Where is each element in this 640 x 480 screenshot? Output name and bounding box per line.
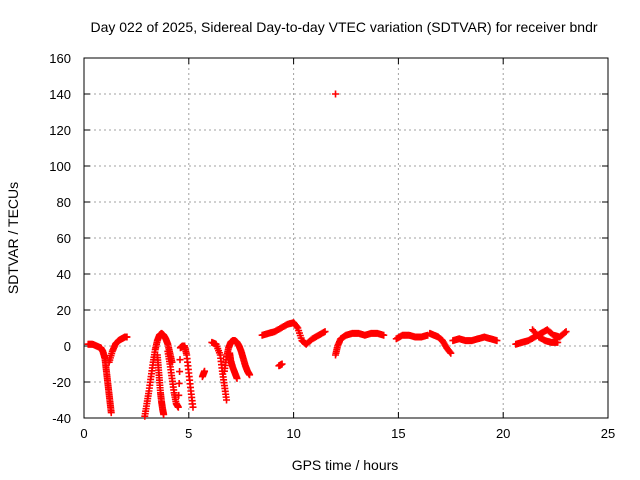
data-point — [123, 333, 131, 341]
data-point — [189, 403, 197, 411]
data-points — [84, 90, 570, 420]
data-point — [447, 349, 455, 357]
series-arc-4 — [153, 351, 168, 418]
series-arc-1 — [84, 340, 115, 417]
x-tick-label: 5 — [185, 426, 192, 441]
x-tick-label: 15 — [391, 426, 405, 441]
y-tick-label: 160 — [49, 51, 71, 66]
y-tick-label: -20 — [52, 375, 71, 390]
x-tick-label: 25 — [601, 426, 615, 441]
y-tick-label: -40 — [52, 411, 71, 426]
series-arc-5 — [164, 342, 197, 411]
y-tick-label: 20 — [57, 303, 71, 318]
y-tick-label: 80 — [57, 195, 71, 210]
series-arc-10 — [275, 360, 286, 370]
data-point — [223, 396, 231, 404]
data-point — [246, 371, 254, 379]
series-arc-6 — [198, 367, 209, 381]
series-arc-9 — [226, 349, 241, 382]
data-point — [561, 329, 569, 337]
series-arc-17 — [529, 326, 562, 346]
data-point — [332, 90, 340, 98]
x-tick-label: 10 — [286, 426, 300, 441]
data-point — [380, 331, 388, 339]
y-tick-label: 40 — [57, 267, 71, 282]
data-point — [201, 367, 209, 375]
grid-layer — [84, 58, 608, 418]
data-point — [233, 374, 241, 382]
data-point — [493, 337, 501, 345]
data-point — [321, 328, 329, 336]
data-point — [562, 328, 570, 336]
series-arc-8 — [220, 337, 254, 379]
data-point — [107, 409, 115, 417]
data-point — [293, 323, 301, 331]
y-tick-label: 0 — [64, 339, 71, 354]
x-ticks: 0 5 10 15 20 25 — [80, 58, 615, 441]
y-tick-label: 60 — [57, 231, 71, 246]
chart-title: Day 022 of 2025, Sidereal Day-to-day VTE… — [90, 19, 597, 35]
y-tick-label: 120 — [49, 123, 71, 138]
y-axis-label: SDTVAR / TECUs — [5, 182, 21, 294]
y-tick-label: 100 — [49, 159, 71, 174]
data-point — [176, 356, 184, 364]
data-point — [174, 403, 182, 411]
y-tick-label: 140 — [49, 87, 71, 102]
x-tick-label: 0 — [80, 426, 87, 441]
series-arc-12 — [332, 329, 388, 359]
series-arc-16 — [512, 326, 570, 348]
series-arc-11 — [258, 319, 329, 348]
data-point — [278, 360, 286, 368]
data-point — [175, 391, 183, 399]
data-point — [176, 368, 184, 376]
y-ticks: 160 140 120 100 80 60 40 20 0 -20 -40 — [49, 51, 608, 426]
data-point — [175, 379, 183, 387]
series-arc-2 — [105, 333, 131, 366]
data-point — [446, 348, 454, 356]
series-arc-14 — [426, 329, 455, 357]
x-axis-label: GPS time / hours — [292, 457, 399, 473]
series-arc-3 — [141, 329, 176, 420]
data-point — [554, 338, 562, 346]
series-outlier — [332, 90, 340, 98]
series-arc-15 — [449, 333, 501, 345]
x-tick-label: 20 — [496, 426, 510, 441]
data-point — [160, 410, 168, 418]
